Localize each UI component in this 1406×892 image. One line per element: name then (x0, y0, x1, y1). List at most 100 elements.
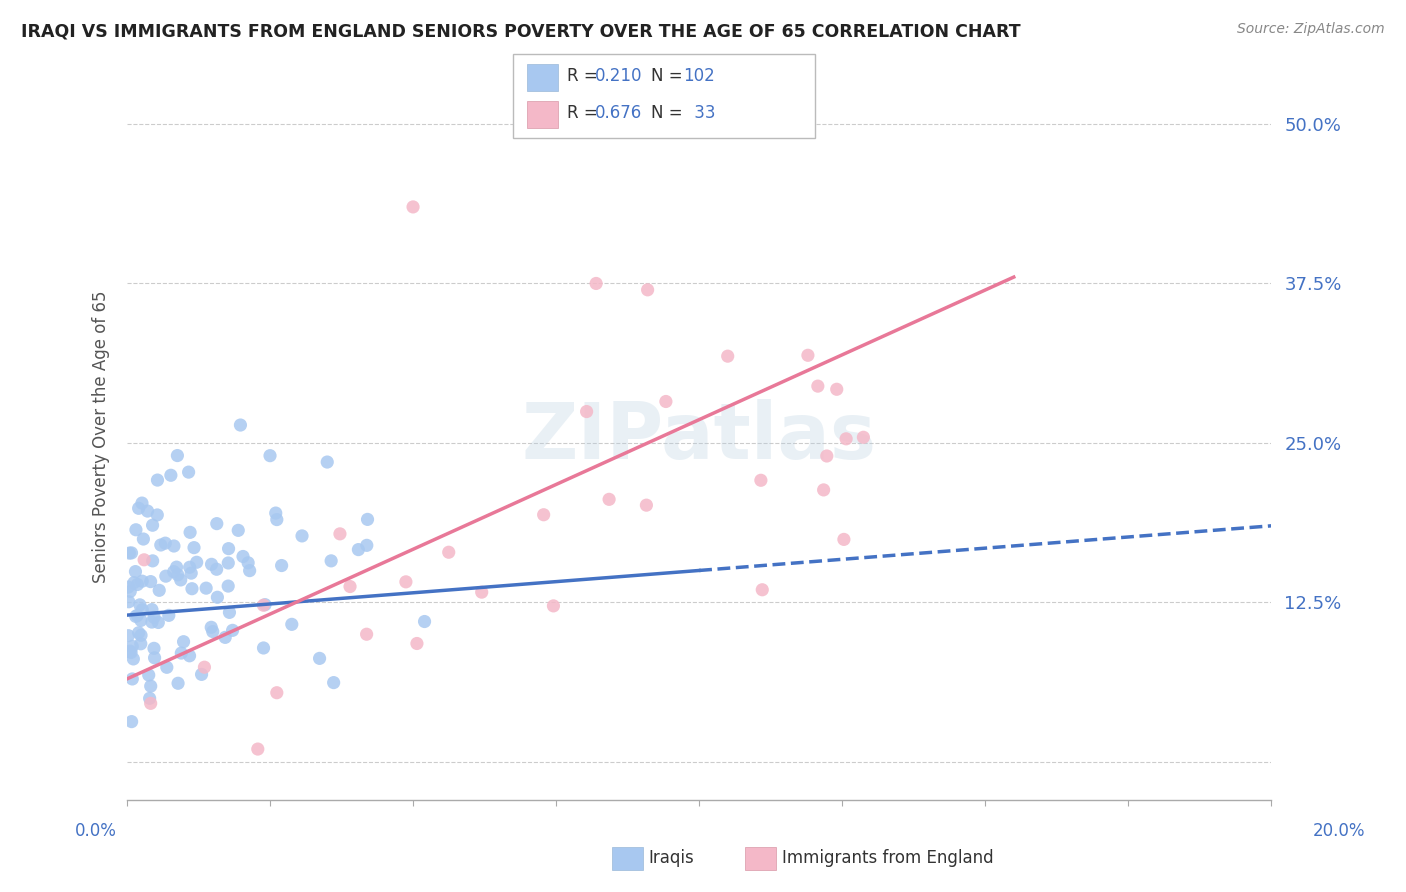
Point (316, 455, 339, 469)
Point (471, 585, 494, 599)
Point (118, 595, 141, 609)
Text: R =: R = (567, 104, 603, 122)
Point (217, 579, 239, 593)
Point (177, 465, 200, 479)
Point (163, 565, 186, 579)
Point (205, 562, 228, 576)
Point (356, 538, 378, 552)
Point (143, 650, 166, 665)
Point (148, 615, 170, 630)
Point (180, 566, 202, 581)
Text: 33: 33 (689, 104, 716, 122)
Point (166, 449, 188, 463)
Point (356, 512, 378, 526)
Point (832, 533, 855, 547)
Point (207, 591, 229, 605)
Point (655, 394, 678, 409)
Point (205, 516, 228, 531)
Point (124, 565, 146, 579)
Point (163, 539, 186, 553)
Point (193, 660, 215, 674)
Point (170, 573, 193, 587)
Point (252, 599, 274, 613)
Point (121, 672, 143, 686)
Point (717, 349, 740, 363)
Point (322, 675, 344, 690)
Text: 0.210: 0.210 (595, 67, 643, 85)
Point (252, 640, 274, 655)
Text: Iraqis: Iraqis (648, 849, 695, 867)
Point (201, 624, 224, 639)
Point (543, 599, 565, 613)
Point (825, 382, 848, 396)
Point (173, 634, 195, 648)
Point (149, 538, 172, 552)
Point (138, 691, 160, 706)
Point (218, 606, 240, 620)
Point (129, 628, 152, 642)
Point (575, 404, 598, 418)
Point (321, 554, 343, 568)
Point (232, 549, 254, 564)
Point (125, 523, 148, 537)
Point (339, 580, 361, 594)
Point (148, 583, 170, 598)
Point (129, 637, 152, 651)
Point (246, 742, 269, 756)
Point (128, 625, 150, 640)
Text: 102: 102 (683, 67, 716, 85)
Point (200, 558, 222, 572)
Text: 0.0%: 0.0% (75, 822, 117, 840)
Point (139, 679, 162, 693)
Point (139, 574, 162, 589)
Point (122, 652, 145, 666)
Point (142, 554, 165, 568)
Point (835, 432, 858, 446)
Point (749, 473, 772, 487)
Point (347, 542, 370, 557)
Point (402, 200, 425, 214)
Point (117, 580, 139, 594)
Point (406, 636, 429, 650)
Point (239, 564, 262, 578)
Point (254, 598, 277, 612)
Text: 20.0%: 20.0% (1312, 822, 1365, 840)
Point (166, 567, 188, 582)
Point (291, 529, 314, 543)
Point (127, 577, 149, 591)
Point (160, 468, 183, 483)
Point (131, 496, 153, 510)
Point (141, 615, 163, 629)
Text: N =: N = (651, 104, 688, 122)
Point (259, 449, 281, 463)
Point (120, 645, 142, 659)
Text: 0.676: 0.676 (595, 104, 643, 122)
Point (266, 512, 288, 526)
Point (200, 620, 222, 634)
Point (308, 651, 330, 665)
Point (128, 598, 150, 612)
Point (143, 610, 166, 624)
Point (122, 575, 145, 590)
Point (852, 430, 875, 444)
Point (136, 504, 159, 518)
Point (751, 582, 773, 597)
Point (395, 574, 418, 589)
Point (142, 518, 165, 533)
Point (533, 508, 555, 522)
Point (585, 277, 607, 291)
Point (118, 546, 141, 560)
Point (813, 483, 835, 497)
Point (170, 646, 193, 660)
Text: Immigrants from England: Immigrants from England (782, 849, 994, 867)
Point (183, 541, 205, 555)
Point (131, 603, 153, 617)
Point (437, 545, 460, 559)
Point (156, 660, 179, 674)
Point (356, 627, 378, 641)
Point (413, 615, 436, 629)
Text: IRAQI VS IMMIGRANTS FROM ENGLAND SENIORS POVERTY OVER THE AGE OF 65 CORRELATION : IRAQI VS IMMIGRANTS FROM ENGLAND SENIORS… (21, 22, 1021, 40)
Point (120, 644, 142, 658)
Point (125, 609, 148, 624)
Point (132, 532, 155, 546)
